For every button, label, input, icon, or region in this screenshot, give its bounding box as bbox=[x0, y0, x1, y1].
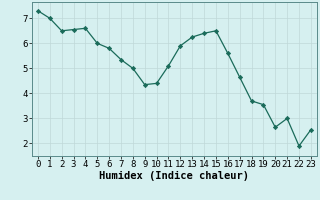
X-axis label: Humidex (Indice chaleur): Humidex (Indice chaleur) bbox=[100, 171, 249, 181]
